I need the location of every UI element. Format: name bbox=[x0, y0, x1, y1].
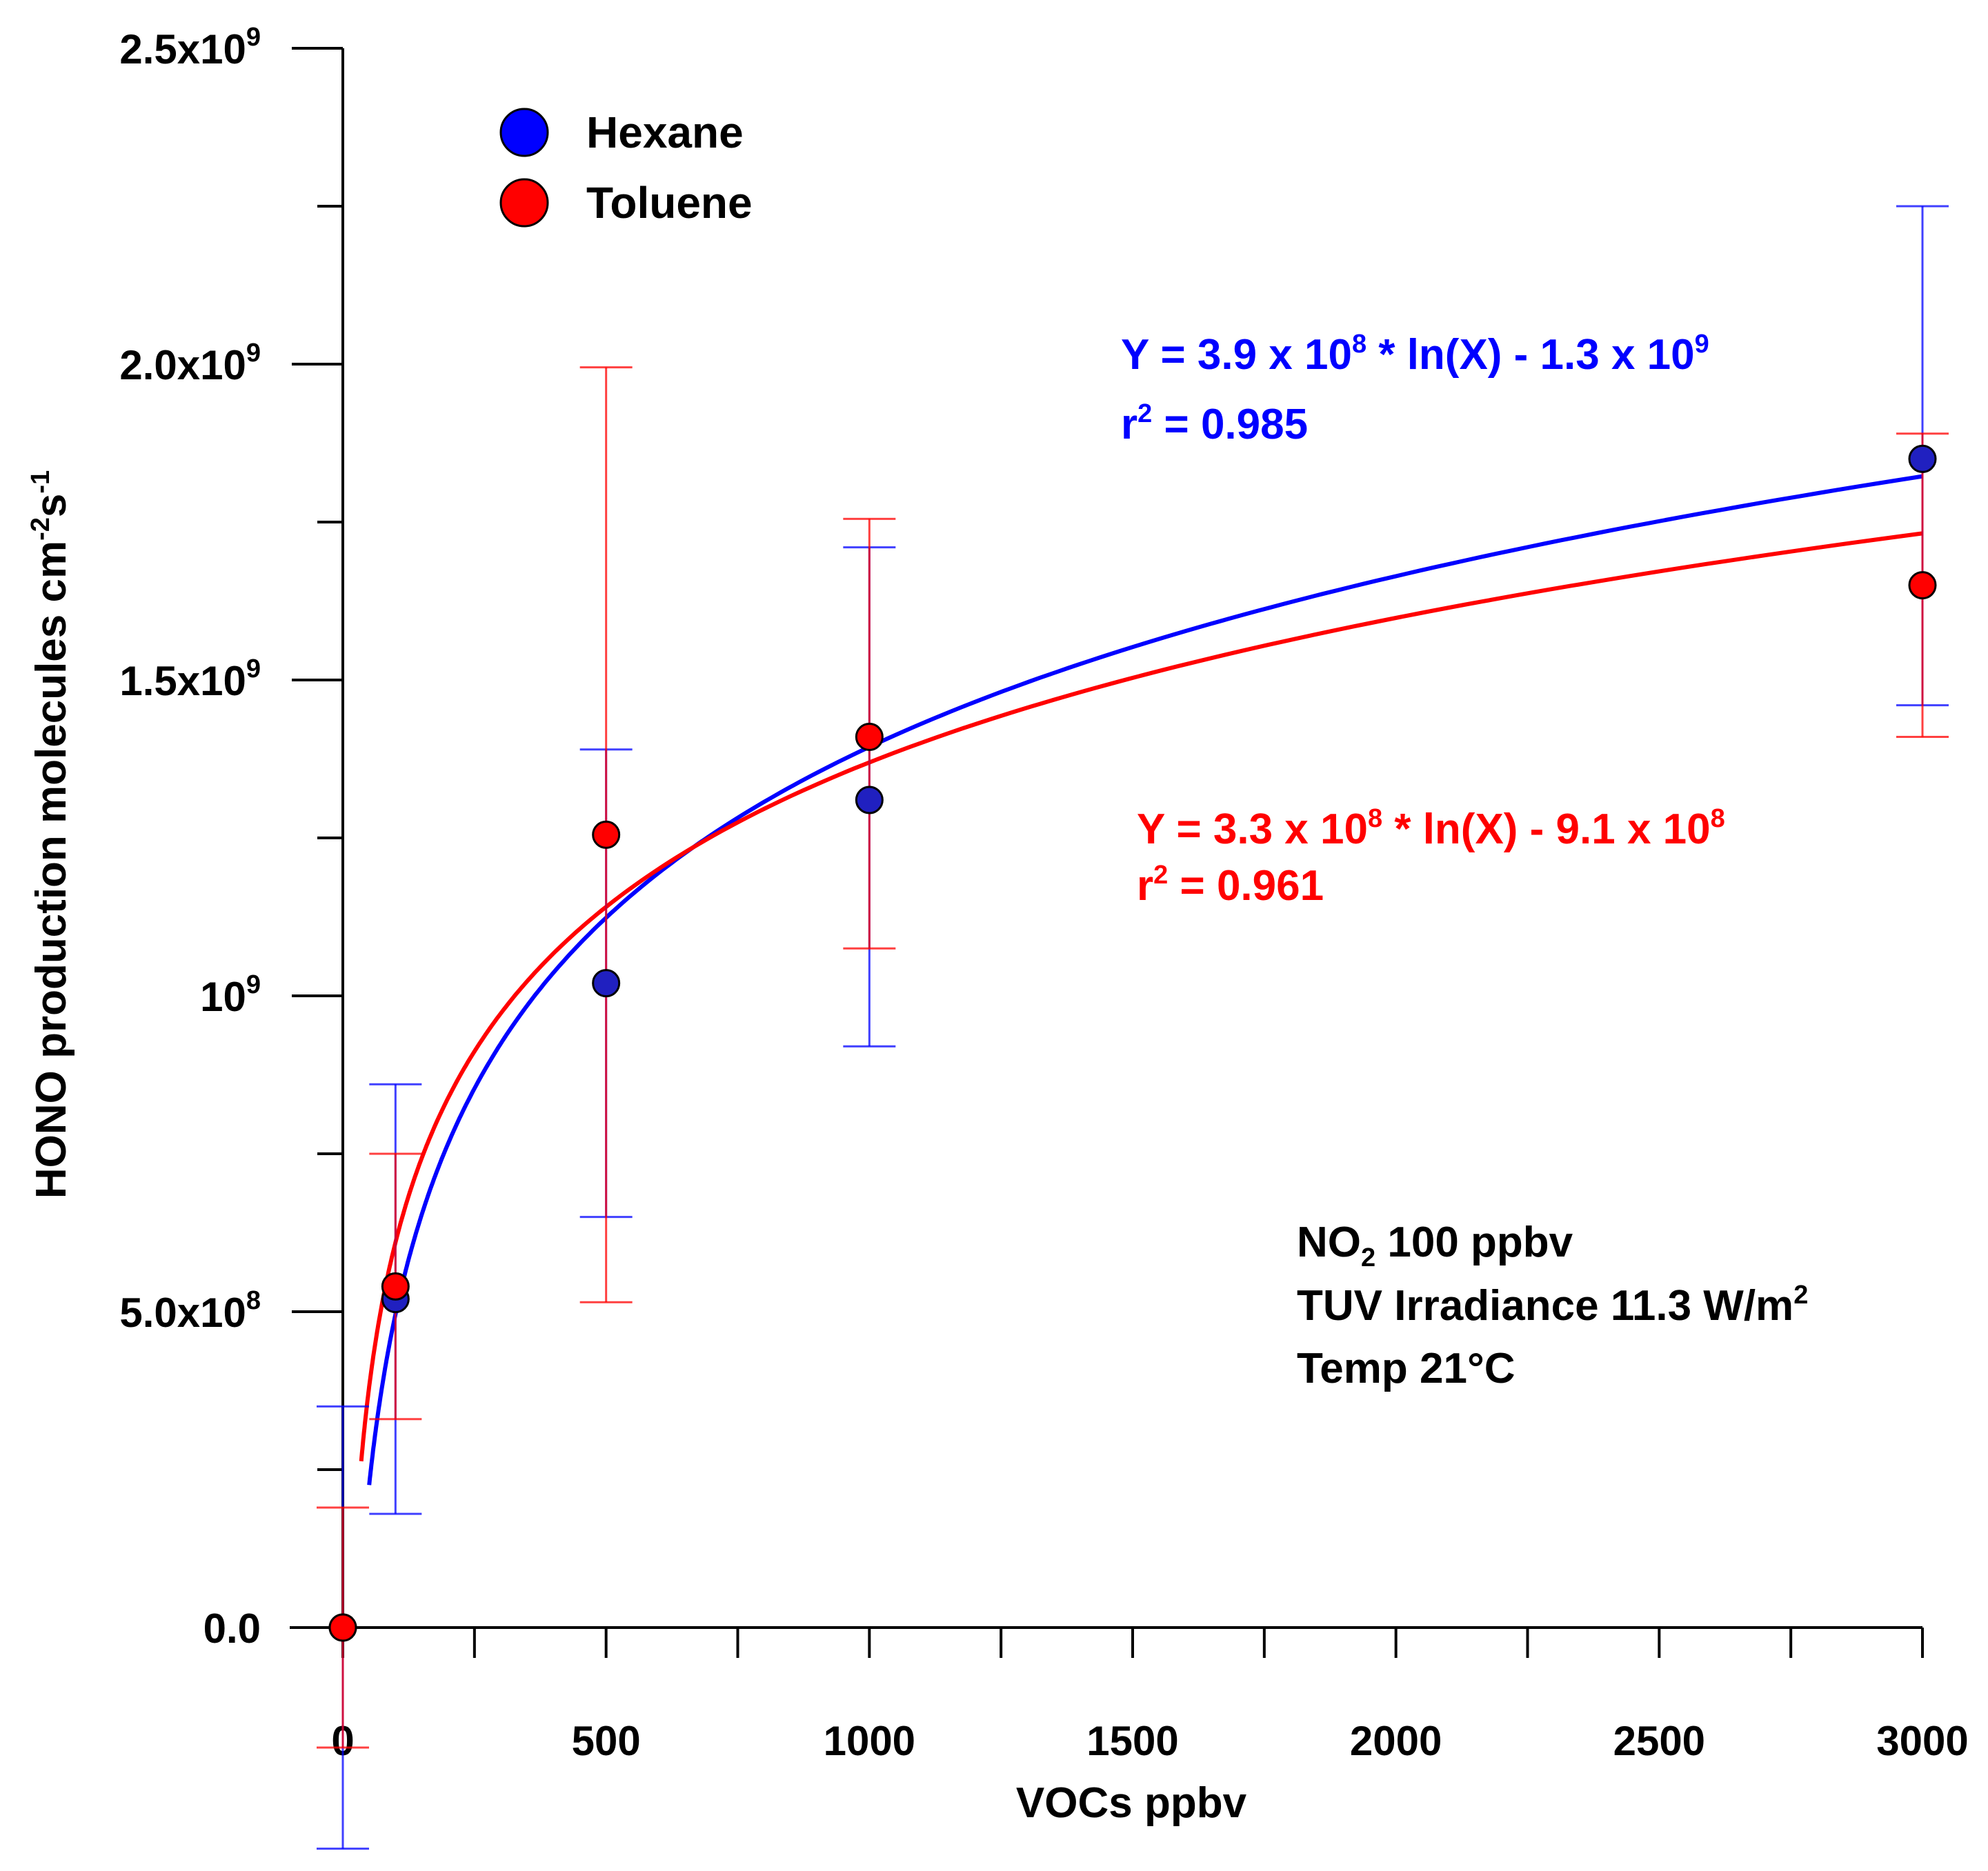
eq-toluene-rest: * ln(X) - 9.1 x 10 bbox=[1382, 806, 1711, 853]
legend-marker-toluene bbox=[499, 178, 549, 228]
y-tick-base: 2.0x10 bbox=[119, 342, 246, 388]
equation-hexane-r2: r2 = 0.985 bbox=[1121, 399, 1308, 448]
y-tick-base: 0.0 bbox=[203, 1605, 261, 1652]
eq-toluene-r-val: = 0.961 bbox=[1168, 862, 1324, 910]
point-hexane bbox=[592, 969, 621, 998]
condition-no2-rest: 100 ppbv bbox=[1375, 1219, 1573, 1266]
equation-toluene-r2: r2 = 0.961 bbox=[1137, 861, 1324, 910]
point-toluene bbox=[855, 722, 884, 751]
y-tick-exp: 9 bbox=[246, 654, 261, 683]
eq-hexane-r-val: = 0.985 bbox=[1152, 401, 1308, 448]
condition-temp: Temp 21°C bbox=[1297, 1345, 1515, 1392]
x-tick-label: 500 bbox=[572, 1718, 641, 1764]
y-tick-base: 10 bbox=[200, 974, 246, 1020]
x-tick-label: 2000 bbox=[1350, 1718, 1442, 1764]
fit-curve-toluene bbox=[359, 531, 1923, 1462]
x-tick-label: 2500 bbox=[1613, 1718, 1705, 1764]
legend-label-hexane: Hexane bbox=[586, 108, 744, 157]
y-title-mid: s bbox=[28, 494, 75, 517]
eq-hexane-r: r bbox=[1121, 401, 1137, 448]
condition-no2-sub: 2 bbox=[1361, 1243, 1375, 1272]
x-axis-title: VOCs ppbv bbox=[1016, 1779, 1247, 1827]
legend-marker-hexane bbox=[499, 108, 549, 157]
y-tick-base: 1.5x10 bbox=[119, 658, 246, 704]
eq-hexane-coef: Y = 3.9 x 10 bbox=[1121, 331, 1352, 379]
condition-irradiance-base: TUV Irradiance 11.3 W/m bbox=[1297, 1282, 1793, 1330]
conditions-annotation: NO2 100 ppbv TUV Irradiance 11.3 W/m2 Te… bbox=[1297, 1219, 1808, 1392]
condition-irradiance-sup: 2 bbox=[1793, 1281, 1808, 1310]
y-title-sup1: -2 bbox=[26, 517, 55, 541]
x-tick-label: 3000 bbox=[1876, 1718, 1968, 1764]
equation-hexane: Y = 3.9 x 108 * ln(X) - 1.3 x 109 r2 = 0… bbox=[1121, 330, 1709, 448]
y-tick-label: 0.0 bbox=[203, 1605, 261, 1652]
y-title-sup2: -1 bbox=[26, 470, 55, 494]
eq-toluene-coef-exp: 8 bbox=[1368, 804, 1382, 833]
y-tick-label: 109 bbox=[200, 970, 261, 1020]
point-hexane bbox=[1908, 444, 1937, 473]
point-toluene bbox=[1908, 571, 1937, 600]
y-tick-label: 1.5x109 bbox=[119, 654, 261, 704]
y-tick-label: 2.0x109 bbox=[119, 339, 261, 388]
point-toluene bbox=[381, 1272, 410, 1301]
x-axis-ticks: 0 500 1000 1500 2000 2500 3000 bbox=[331, 1628, 1969, 1764]
y-tick-base: 2.5x10 bbox=[119, 26, 246, 72]
y-tick-exp: 9 bbox=[246, 339, 261, 368]
y-axis-title: HONO production molecules cm-2s-1 bbox=[26, 470, 75, 1199]
y-title-main: HONO production molecules cm bbox=[28, 541, 75, 1199]
eq-hexane-rest: * ln(X) - 1.3 x 10 bbox=[1366, 331, 1695, 379]
eq-toluene-r: r bbox=[1137, 862, 1153, 910]
y-tick-exp: 8 bbox=[246, 1286, 261, 1315]
x-tick-label: 1000 bbox=[824, 1718, 915, 1764]
eq-hexane-rest-exp: 9 bbox=[1695, 330, 1709, 359]
eq-toluene-r-exp: 2 bbox=[1153, 861, 1168, 890]
point-toluene bbox=[592, 820, 621, 849]
condition-no2-base: NO bbox=[1297, 1219, 1361, 1266]
eq-hexane-coef-exp: 8 bbox=[1352, 330, 1366, 359]
y-tick-exp: 9 bbox=[246, 23, 261, 52]
y-tick-label: 2.5x109 bbox=[119, 23, 261, 72]
condition-irradiance: TUV Irradiance 11.3 W/m2 bbox=[1297, 1281, 1808, 1330]
eq-toluene-rest-exp: 8 bbox=[1711, 804, 1725, 833]
x-tick-label: 1500 bbox=[1086, 1718, 1178, 1764]
condition-no2: NO2 100 ppbv bbox=[1297, 1219, 1573, 1272]
y-tick-exp: 9 bbox=[246, 970, 261, 999]
point-hexane bbox=[855, 786, 884, 814]
point-toluene bbox=[328, 1613, 357, 1642]
legend-label-toluene: Toluene bbox=[586, 178, 753, 228]
equation-hexane-line1: Y = 3.9 x 108 * ln(X) - 1.3 x 109 bbox=[1121, 330, 1709, 379]
y-tick-base: 5.0x10 bbox=[119, 1290, 246, 1336]
y-tick-label: 5.0x108 bbox=[119, 1286, 261, 1336]
eq-hexane-r-exp: 2 bbox=[1137, 399, 1152, 428]
equation-toluene: Y = 3.3 x 108 * ln(X) - 9.1 x 108 r2 = 0… bbox=[1137, 804, 1725, 910]
equation-toluene-line1: Y = 3.3 x 108 * ln(X) - 9.1 x 108 bbox=[1137, 804, 1725, 853]
eq-toluene-coef: Y = 3.3 x 10 bbox=[1137, 806, 1368, 853]
data-markers bbox=[328, 444, 1937, 1642]
legend: Hexane Toluene bbox=[499, 108, 753, 228]
